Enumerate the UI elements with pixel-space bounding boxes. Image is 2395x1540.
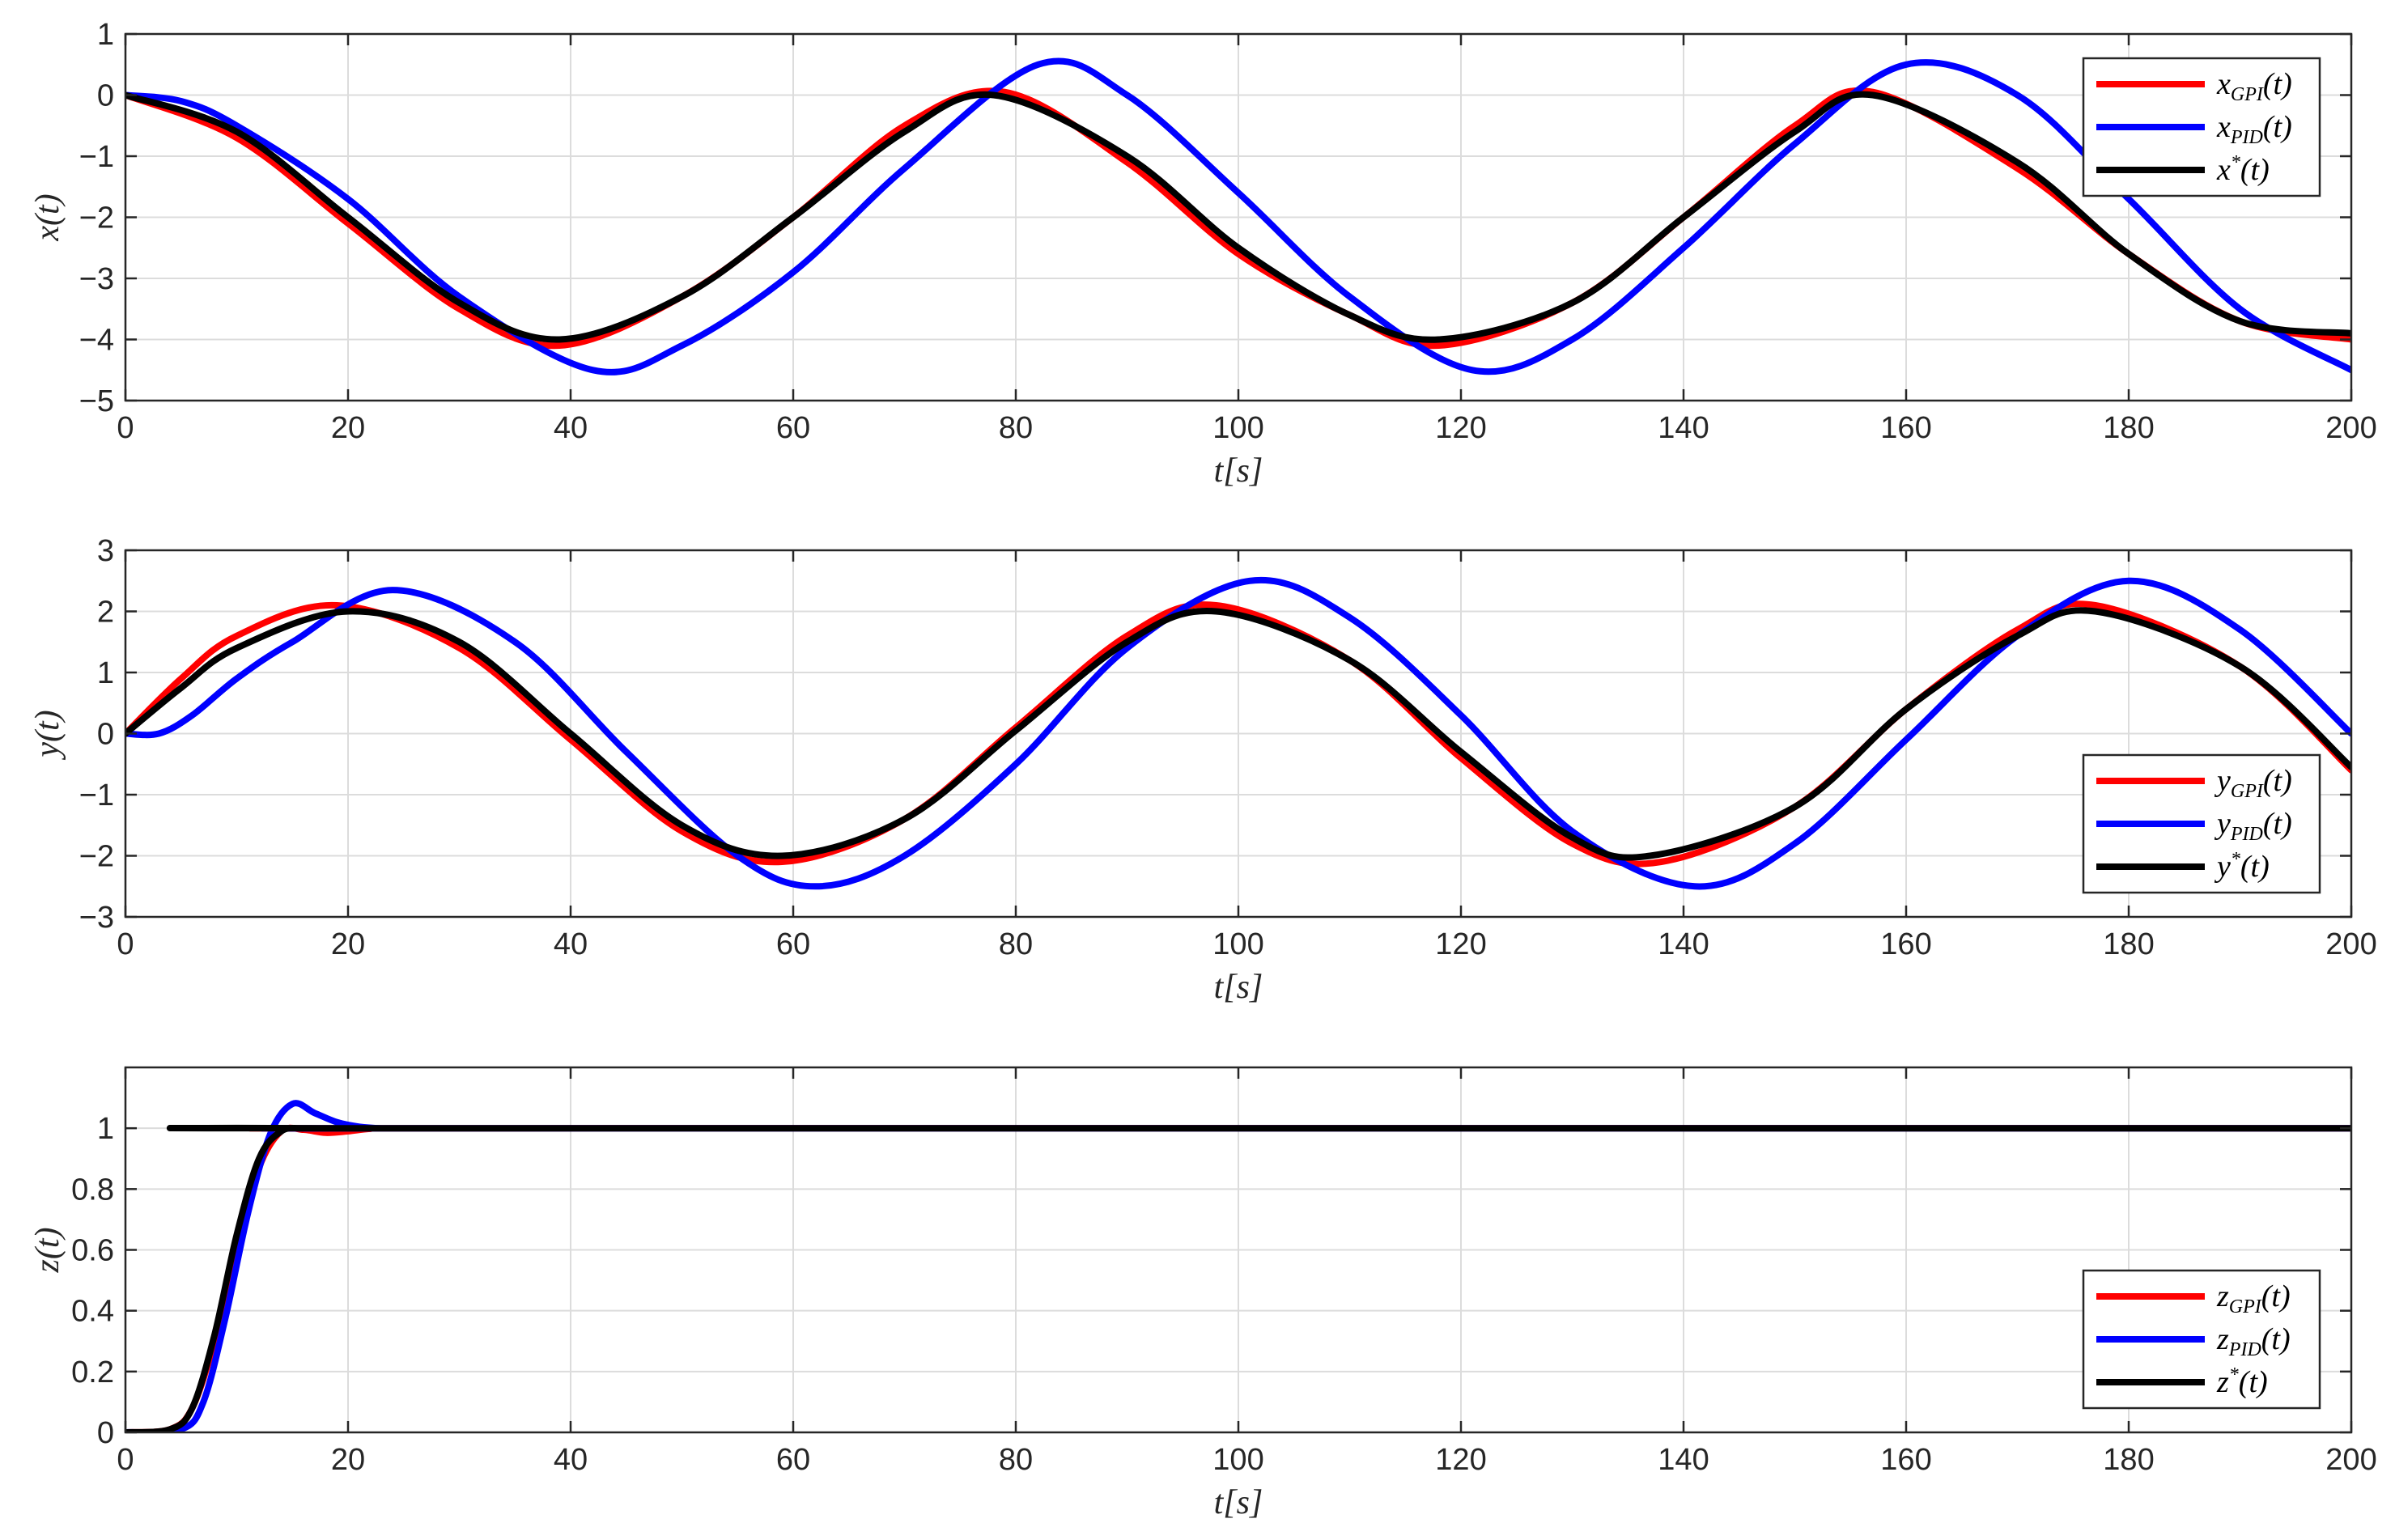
panel-x: 0 20 40 60 80 100 120 140 160 180 200 −5 −4 −3 −2 −1 0 1 t… [29, 18, 2377, 490]
x-axis-label: t[s] [1214, 969, 1263, 1006]
x-tick-label: 120 [1435, 927, 1486, 961]
x-tick-label: 60 [776, 1443, 810, 1477]
x-tick-label: 200 [2325, 1443, 2376, 1477]
x-tick-label: 140 [1658, 927, 1709, 961]
x-tick-label: 60 [776, 411, 810, 445]
x-tick-label: 200 [2325, 411, 2376, 445]
legend-entry-label: zPID(t) [2216, 1322, 2291, 1360]
series-line-x_GPI(t) [125, 87, 2351, 350]
x-tick-label: 20 [331, 927, 365, 961]
x-tick-label: 0 [117, 927, 134, 961]
x-tick-label: 140 [1658, 1443, 1709, 1477]
panel-z: 0 20 40 60 80 100 120 140 160 180 200 0 0.2 0.4 0.6 0.8… [29, 1066, 2377, 1521]
y-axis-label: z(t) [29, 1228, 66, 1274]
y-tick-label: −2 [79, 840, 114, 874]
y-tick-label: −3 [79, 901, 114, 935]
y-tick-label: 0.2 [71, 1355, 114, 1389]
x-tick-label: 40 [554, 927, 588, 961]
legend: xGPI(t) xPID(t) x*(t) [2082, 57, 2321, 197]
x-axis-label: t[s] [1214, 1484, 1263, 1521]
x-tick-label: 0 [117, 411, 134, 445]
x-tick-label: 160 [1880, 927, 1931, 961]
y-axis-label: y(t) [29, 710, 66, 760]
panel-y: 0 20 40 60 80 100 120 140 160 180 200 −3 −2 −1 0 1 2 3 t[s… [29, 534, 2377, 1006]
legend-entry-label: xGPI(t) [2216, 67, 2292, 105]
series-line-y*(t) [125, 607, 2351, 861]
legend-entry-label: yGPI(t) [2214, 764, 2292, 802]
x-tick-label: 80 [999, 927, 1033, 961]
legend-entry-label: zGPI(t) [2216, 1279, 2291, 1317]
x-tick-label: 20 [331, 1443, 365, 1477]
y-tick-label: 3 [97, 534, 114, 568]
y-tick-label: 1 [97, 1112, 114, 1146]
y-tick-label: −4 [79, 324, 114, 358]
y-tick-label: 2 [97, 596, 114, 630]
y-tick-label: −1 [79, 778, 114, 812]
y-tick-label: 0 [97, 79, 114, 113]
x-tick-label: 180 [2103, 927, 2154, 961]
x-tick-label: 200 [2325, 927, 2376, 961]
x-tick-label: 100 [1212, 1443, 1263, 1477]
x-tick-label: 100 [1212, 411, 1263, 445]
x-tick-label: 80 [999, 411, 1033, 445]
y-tick-label: −5 [79, 384, 114, 418]
y-tick-label: −1 [79, 140, 114, 174]
x-tick-label: 120 [1435, 1443, 1486, 1477]
x-tick-label: 0 [117, 1443, 134, 1477]
legend: yGPI(t) yPID(t) y*(t) [2082, 753, 2321, 894]
y-tick-label: −3 [79, 262, 114, 296]
x-tick-label: 140 [1658, 411, 1709, 445]
x-tick-label: 100 [1212, 927, 1263, 961]
x-axis-label: t[s] [1214, 452, 1263, 490]
x-tick-label: 40 [554, 1443, 588, 1477]
legend-entry-label: x*(t) [2216, 152, 2270, 187]
legend-entry-label: yPID(t) [2214, 807, 2292, 845]
y-tick-label: 0 [97, 718, 114, 752]
y-tick-label: 0 [97, 1416, 114, 1450]
x-tick-label: 180 [2103, 1443, 2154, 1477]
x-tick-label: 60 [776, 927, 810, 961]
x-tick-label: 180 [2103, 411, 2154, 445]
x-tick-label: 40 [554, 411, 588, 445]
y-tick-label: −2 [79, 202, 114, 235]
legend-entry-label: z*(t) [2216, 1364, 2268, 1399]
x-tick-label: 160 [1880, 411, 1931, 445]
legend-entry-label: xPID(t) [2216, 110, 2292, 148]
series-line-z*(t) [125, 1124, 2351, 1432]
series-line-x*(t) [125, 91, 2351, 343]
x-tick-label: 80 [999, 1443, 1033, 1477]
x-tick-label: 160 [1880, 1443, 1931, 1477]
legend-entry-label: y*(t) [2214, 849, 2270, 884]
x-tick-label: 120 [1435, 411, 1486, 445]
y-tick-label: 1 [97, 18, 114, 52]
y-axis-label: x(t) [29, 193, 66, 241]
series-line-x_PID(t) [125, 57, 2351, 375]
y-tick-label: 0.6 [71, 1234, 114, 1268]
y-tick-label: 1 [97, 656, 114, 690]
y-tick-label: 0.8 [71, 1173, 114, 1207]
legend: zGPI(t) zPID(t) z*(t) [2082, 1269, 2321, 1410]
y-tick-label: 0.4 [71, 1295, 114, 1329]
chart-panels: 0 20 40 60 80 100 120 140 160 180 200−5−4−3−2−101t… [29, 18, 2377, 1521]
x-tick-label: 20 [331, 411, 365, 445]
